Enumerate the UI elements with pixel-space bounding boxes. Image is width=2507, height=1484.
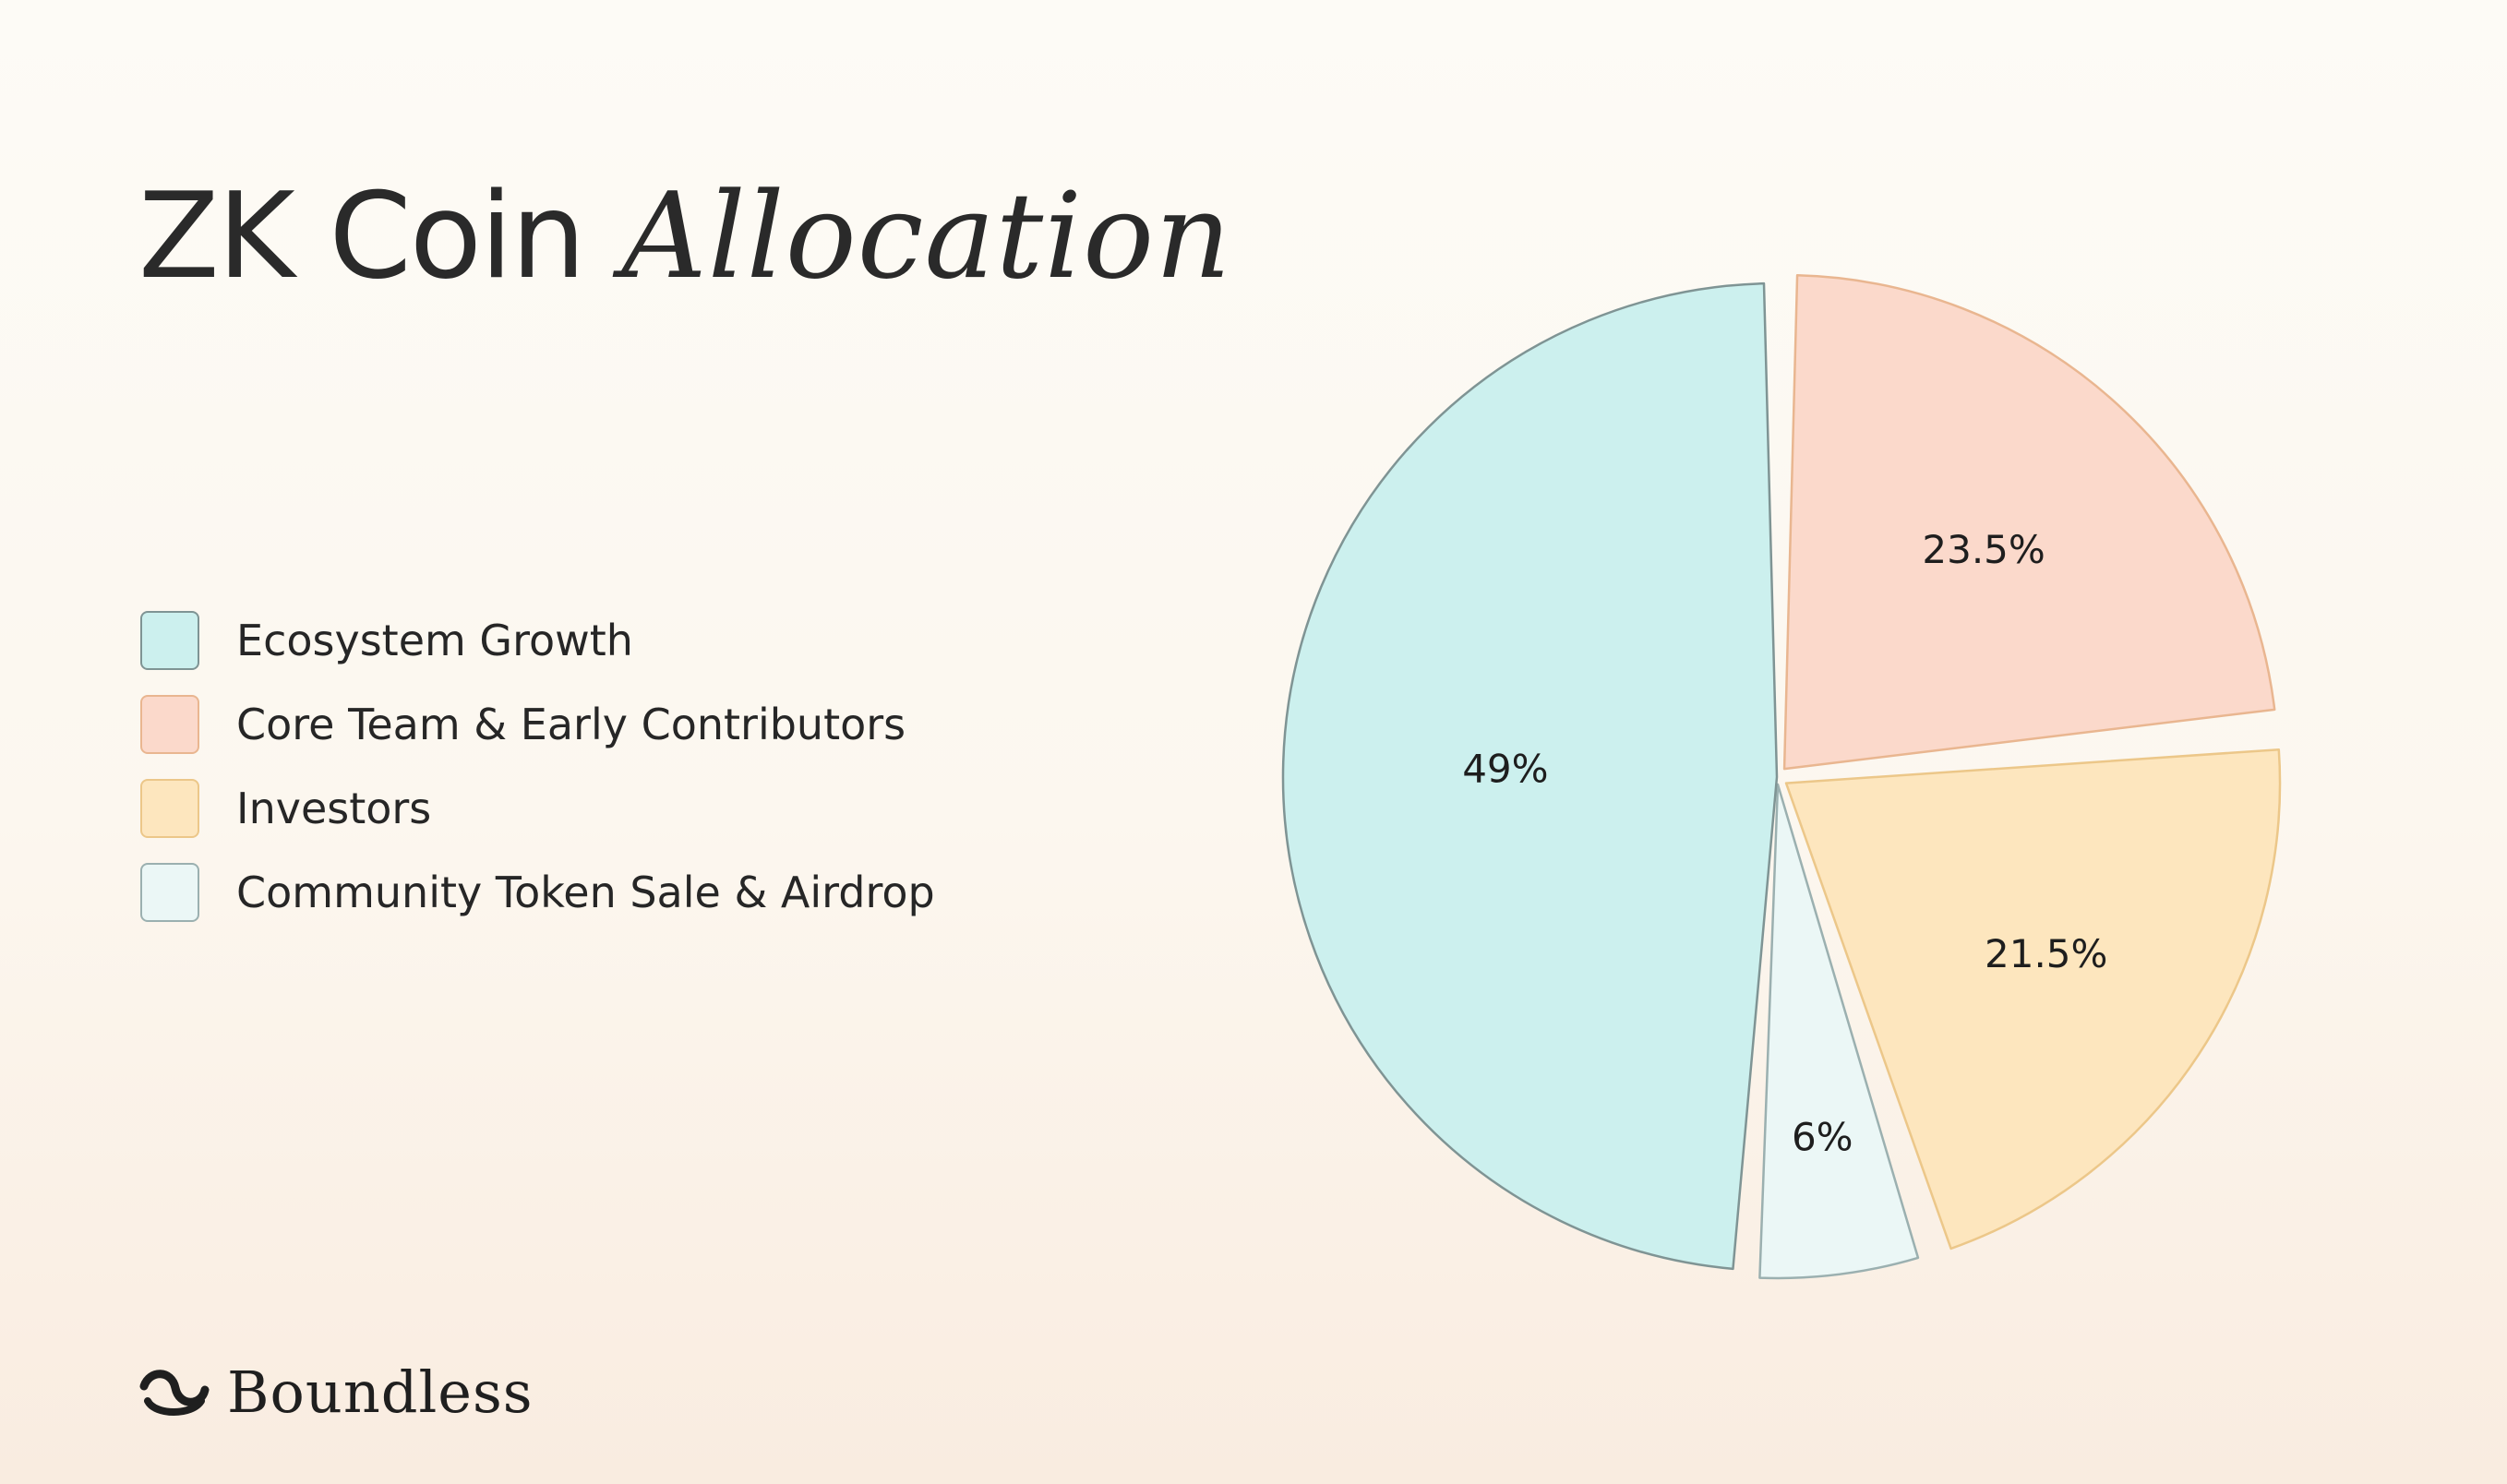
brand: Boundless — [138, 1358, 534, 1426]
chart-title: ZK Coin Allocation — [138, 168, 1232, 306]
legend-swatch — [140, 863, 199, 922]
boundless-logo-icon — [139, 1369, 210, 1416]
pie-slice — [1281, 281, 1779, 1271]
legend-item: Community Token Sale & Airdrop — [140, 861, 935, 924]
legend-swatch — [140, 695, 199, 754]
legend-label: Core Team & Early Contributors — [236, 700, 906, 749]
slice-label: 49% — [1462, 746, 1548, 791]
slice-label: 21.5% — [1985, 931, 2107, 976]
legend-swatch — [140, 779, 199, 838]
legend-label: Investors — [236, 784, 432, 833]
pie-slice — [1758, 783, 1920, 1280]
legend-item: Ecosystem Growth — [140, 609, 935, 672]
legend-item: Core Team & Early Contributors — [140, 693, 935, 756]
legend-label: Community Token Sale & Airdrop — [236, 868, 935, 917]
slice-label: 23.5% — [1922, 527, 2045, 572]
slice-label: 6% — [1792, 1115, 1853, 1160]
pie-slice — [1782, 274, 2276, 771]
title-accent: Allocation — [621, 168, 1232, 305]
title-main: ZK Coin — [138, 168, 586, 305]
brand-name: Boundless — [227, 1358, 534, 1426]
pie-slice — [1784, 748, 2282, 1251]
legend-swatch — [140, 611, 199, 670]
legend-label: Ecosystem Growth — [236, 616, 633, 665]
legend: Ecosystem Growth Core Team & Early Contr… — [140, 609, 935, 945]
legend-item: Investors — [140, 777, 935, 840]
